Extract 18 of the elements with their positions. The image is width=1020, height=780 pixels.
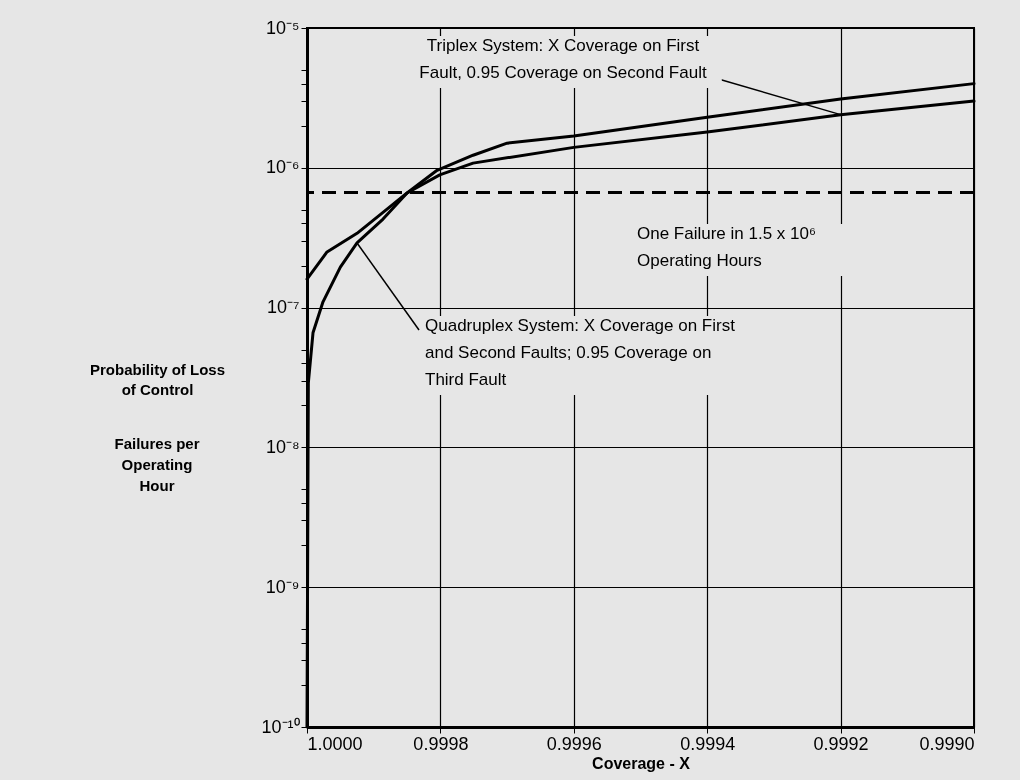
y-tick-label: 10⁻⁹ bbox=[265, 576, 300, 597]
x-tick-label: 0.9996 bbox=[546, 733, 602, 754]
x-tick-label: 0.9990 bbox=[919, 733, 975, 754]
y-tick-label: 10⁻⁶ bbox=[266, 157, 300, 178]
text: Failures per Operating Hour bbox=[114, 435, 200, 495]
x-tick-label: 0.9992 bbox=[813, 733, 869, 754]
x-tick-label: 0.9998 bbox=[413, 733, 469, 754]
y-tick-label: 10⁻⁵ bbox=[266, 17, 300, 38]
ref-line-label: One Failure in 1.5 x 10⁶ Operating Hours bbox=[637, 224, 816, 270]
x-axis-title: Coverage - X bbox=[592, 754, 691, 772]
x-tick-label: 1.0000 bbox=[307, 733, 363, 754]
y-tick-label: 10⁻¹⁰ bbox=[261, 716, 300, 737]
x-tick-label: 0.9994 bbox=[680, 733, 736, 754]
annotation: Triplex System: X Coverage on First Fault, 0.95 Coverage on Second Fault bbox=[419, 36, 707, 82]
y-axis-title: Probability of Loss of Control bbox=[89, 361, 226, 398]
y-tick-label: 10⁻⁸ bbox=[265, 436, 300, 457]
y-tick-label: 10⁻⁷ bbox=[266, 297, 300, 318]
annotation: Quadruplex System: X Coverage on First and Second Faults; 0.95 Coverage on Third Fault bbox=[425, 316, 736, 389]
